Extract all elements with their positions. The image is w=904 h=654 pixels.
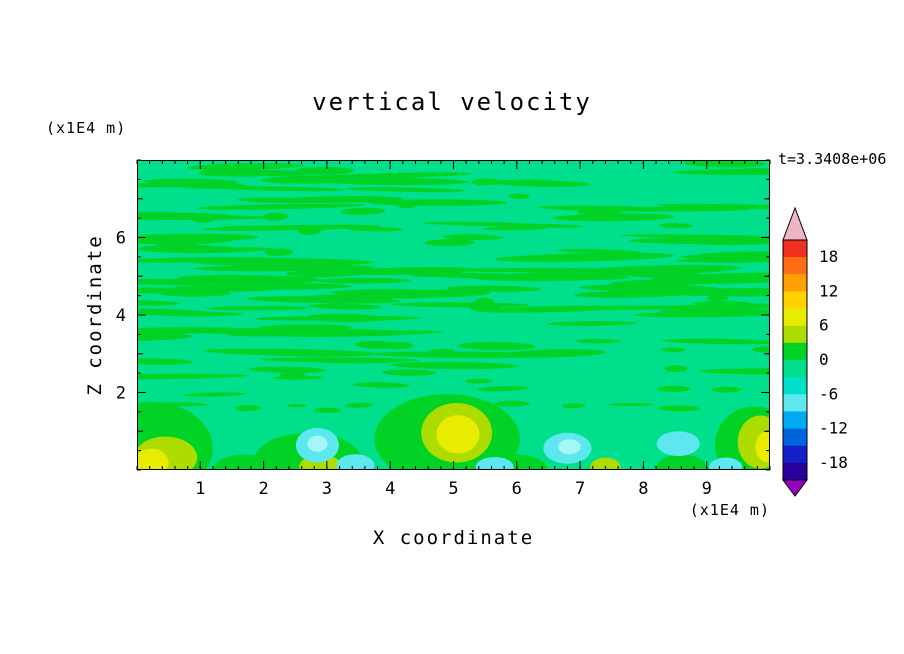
- x-tick-label: 6: [512, 479, 522, 499]
- yellow-green-cells: [590, 457, 621, 470]
- light-cyan-cores: [557, 439, 581, 455]
- colorbar-outline: [782, 239, 808, 481]
- y-axis-title: Z coordinate: [84, 234, 106, 396]
- x-tick-label: 8: [638, 479, 648, 499]
- yellow-cores: [755, 431, 770, 463]
- y-tick-label: 6: [116, 229, 126, 249]
- x-tick-label: 7: [575, 479, 585, 499]
- x-axis-unit-label: (x1E4 m): [689, 501, 770, 519]
- x-tick-label: 2: [258, 479, 268, 499]
- colorbar-band: [783, 445, 807, 464]
- contour-plot: 1 2 3 4 5 6 7 8 9 2 4 6: [116, 159, 771, 499]
- colorbar-arrow-top: [782, 206, 808, 241]
- y-tick-label: 4: [116, 306, 126, 326]
- colorbar-band: [783, 462, 807, 481]
- light-cyan-cores: [307, 435, 328, 452]
- yellow-cores: [436, 415, 480, 454]
- x-tick-label: 9: [702, 479, 712, 499]
- cyan-cells: [336, 454, 375, 470]
- colorbar-band: [783, 377, 807, 395]
- colorbar-tick-label: -6: [819, 384, 838, 403]
- contour-field: [137, 160, 770, 470]
- colorbar-tick-label: -18: [819, 453, 848, 472]
- colorbar-band: [783, 360, 807, 378]
- cyan-cells: [656, 431, 700, 457]
- colorbar-band: [783, 411, 807, 430]
- colorbar: 18 12 6 0 -6 -12 -18: [782, 206, 848, 497]
- colorbar-arrow-bottom: [782, 479, 808, 497]
- colorbar-band: [783, 342, 807, 361]
- time-label: t=3.3408e+06: [778, 150, 887, 168]
- x-tick-label: 1: [195, 479, 205, 499]
- x-tick-label: 4: [385, 479, 395, 499]
- x-tick-label: 3: [322, 479, 332, 499]
- colorbar-tick-label: 0: [819, 350, 829, 369]
- y-tick-label: 2: [116, 384, 126, 404]
- colorbar-band: [783, 274, 807, 292]
- colorbar-band: [783, 325, 807, 344]
- colorbar-tick-label: 6: [819, 316, 829, 335]
- colorbar-tick-label: 12: [819, 281, 838, 300]
- cyan-cells: [475, 456, 514, 470]
- colorbar-tick-label: 18: [819, 247, 838, 266]
- cyan-cells: [709, 457, 743, 470]
- chart-title: vertical velocity: [312, 88, 592, 116]
- colorbar-band: [783, 394, 807, 412]
- yellow-cores: [137, 448, 169, 470]
- colorbar-band: [783, 257, 807, 275]
- x-axis-title: X coordinate: [372, 527, 535, 549]
- colorbar-band: [783, 291, 807, 310]
- x-tick-label: 5: [448, 479, 458, 499]
- colorbar-band: [783, 428, 807, 447]
- colorbar-band: [783, 308, 807, 327]
- z-axis-unit-label: (x1E4 m): [46, 119, 127, 137]
- colorbar-tick-label: -12: [819, 419, 848, 438]
- colorbar-band: [783, 240, 807, 258]
